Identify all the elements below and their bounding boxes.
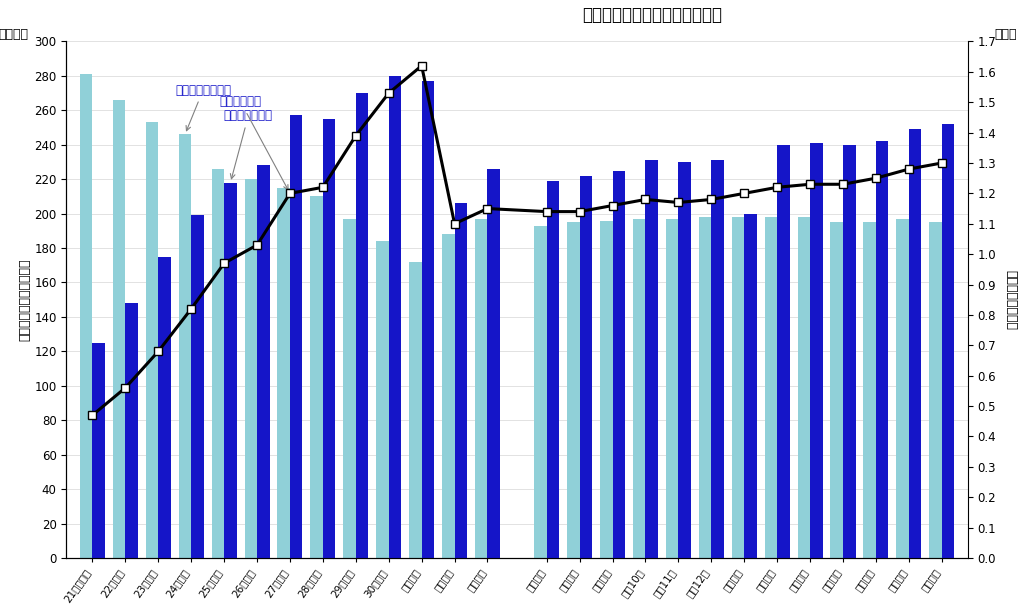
Bar xyxy=(929,222,942,558)
有効求人倍率 xyxy=(316,184,329,191)
有効求人倍率 xyxy=(903,166,915,173)
有効求人倍率 xyxy=(869,175,882,182)
有効求人倍率 xyxy=(573,208,586,215)
Bar xyxy=(310,196,323,558)
Bar xyxy=(580,176,592,558)
Bar xyxy=(876,141,889,558)
Bar xyxy=(80,74,92,558)
Bar xyxy=(245,179,257,558)
Bar xyxy=(896,219,909,558)
Bar xyxy=(323,119,336,558)
Bar xyxy=(698,217,712,558)
Text: （倍）: （倍） xyxy=(995,29,1017,42)
Bar xyxy=(765,217,777,558)
Bar xyxy=(179,134,191,558)
有効求人倍率 xyxy=(771,184,783,191)
有効求人倍率 xyxy=(673,199,685,206)
有効求人倍率 xyxy=(837,181,849,188)
Bar xyxy=(810,143,822,558)
Bar xyxy=(355,93,369,558)
Line: 有効求人倍率: 有効求人倍率 xyxy=(89,62,945,419)
Bar xyxy=(535,225,547,558)
有効求人倍率 xyxy=(449,220,461,227)
有効求人倍率 xyxy=(416,62,428,70)
Bar xyxy=(487,169,500,558)
Bar xyxy=(909,130,922,558)
Bar xyxy=(633,219,645,558)
Bar xyxy=(422,81,434,558)
Bar xyxy=(145,122,159,558)
有効求人倍率 xyxy=(541,208,553,215)
有効求人倍率 xyxy=(738,189,751,197)
有効求人倍率 xyxy=(153,348,165,355)
有効求人倍率 xyxy=(349,132,361,139)
有効求人倍率 xyxy=(251,241,263,249)
Text: 有効求人倍率: 有効求人倍率 xyxy=(219,95,288,190)
Bar xyxy=(612,170,625,558)
Text: （万人）: （万人） xyxy=(0,29,29,42)
Bar xyxy=(290,115,302,558)
Bar xyxy=(645,160,658,558)
Bar xyxy=(113,100,125,558)
Text: 月間有効求職者数: 月間有効求職者数 xyxy=(175,84,231,131)
Bar xyxy=(125,303,138,558)
有効求人倍率 xyxy=(284,189,296,197)
有効求人倍率 xyxy=(706,196,718,203)
Bar xyxy=(942,124,954,558)
Bar xyxy=(278,188,290,558)
有効求人倍率 xyxy=(639,196,651,203)
有効求人倍率 xyxy=(218,260,230,267)
Y-axis label: 〈有効求人・有効求職〉: 〈有効求人・有効求職〉 xyxy=(18,258,32,341)
Bar xyxy=(843,145,855,558)
Bar xyxy=(376,241,389,558)
Bar xyxy=(389,76,401,558)
Title: 求人、求職及び求人倍率の推移: 求人、求職及び求人倍率の推移 xyxy=(583,6,722,24)
Bar xyxy=(442,234,455,558)
Y-axis label: 〈有効求人倍率〉: 〈有効求人倍率〉 xyxy=(1005,269,1017,330)
Bar xyxy=(798,217,810,558)
有効求人倍率 xyxy=(185,305,198,312)
有効求人倍率 xyxy=(804,181,816,188)
Bar xyxy=(863,222,876,558)
Bar xyxy=(224,183,237,558)
Bar xyxy=(732,217,744,558)
Bar xyxy=(212,169,224,558)
Bar xyxy=(159,257,171,558)
Bar xyxy=(410,262,422,558)
Text: 月間有効求人数: 月間有効求人数 xyxy=(224,109,272,179)
有効求人倍率 xyxy=(936,159,948,167)
Bar xyxy=(777,145,790,558)
Bar xyxy=(567,222,580,558)
Bar xyxy=(343,219,355,558)
Bar xyxy=(744,214,757,558)
Bar xyxy=(666,219,679,558)
Bar xyxy=(257,166,269,558)
Bar xyxy=(475,219,487,558)
Bar xyxy=(712,160,724,558)
Bar xyxy=(830,222,843,558)
有効求人倍率 xyxy=(119,384,131,392)
有効求人倍率 xyxy=(481,205,494,212)
Bar xyxy=(600,221,612,558)
Bar xyxy=(92,343,105,558)
Bar xyxy=(547,181,559,558)
有効求人倍率 xyxy=(383,89,395,97)
Bar xyxy=(455,203,467,558)
Bar xyxy=(191,215,204,558)
有効求人倍率 xyxy=(606,202,618,209)
有効求人倍率 xyxy=(86,411,98,419)
Bar xyxy=(679,162,691,558)
